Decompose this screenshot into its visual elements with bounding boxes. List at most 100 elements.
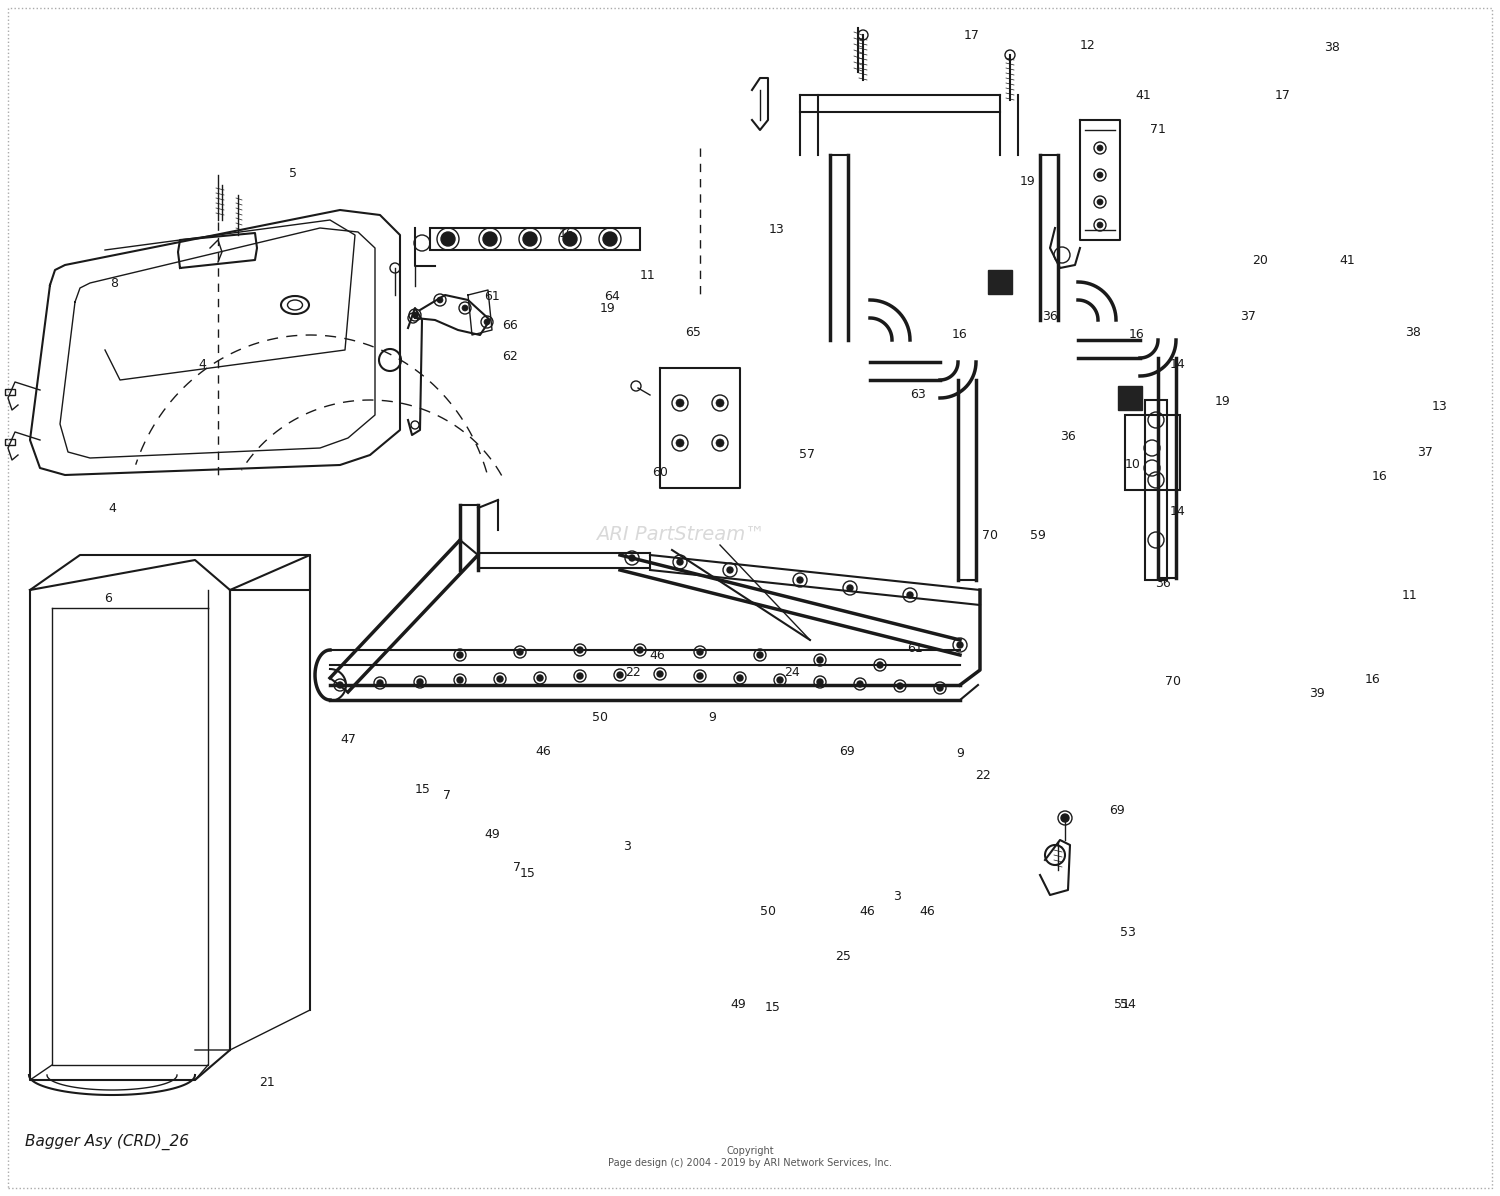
Text: 38: 38 — [1406, 327, 1420, 338]
Circle shape — [458, 652, 464, 658]
Circle shape — [716, 439, 724, 447]
Text: 9: 9 — [956, 748, 964, 759]
Circle shape — [676, 439, 684, 447]
Text: 9: 9 — [708, 712, 717, 724]
Text: 19: 19 — [1215, 396, 1230, 408]
Circle shape — [1096, 145, 1102, 151]
Circle shape — [796, 576, 802, 582]
Text: 37: 37 — [1240, 311, 1256, 323]
Text: 17: 17 — [1275, 90, 1290, 102]
Bar — [430, 228, 640, 250]
Text: 66: 66 — [503, 319, 518, 331]
Circle shape — [562, 232, 578, 246]
Circle shape — [736, 675, 742, 681]
Text: 41: 41 — [1136, 90, 1150, 102]
Circle shape — [1096, 222, 1102, 228]
Text: 36: 36 — [1060, 431, 1076, 443]
Text: 6: 6 — [104, 592, 112, 604]
Circle shape — [376, 681, 382, 687]
Text: Copyright
Page design (c) 2004 - 2019 by ARI Network Services, Inc.: Copyright Page design (c) 2004 - 2019 by… — [608, 1147, 892, 1168]
Text: 61: 61 — [908, 642, 922, 654]
Bar — [988, 270, 1012, 294]
Text: 15: 15 — [520, 867, 536, 879]
Text: 53: 53 — [1120, 927, 1136, 939]
Text: 57: 57 — [800, 448, 814, 460]
Circle shape — [856, 681, 862, 687]
Circle shape — [818, 679, 824, 685]
Text: 63: 63 — [910, 389, 926, 401]
Text: 70: 70 — [982, 530, 998, 542]
Text: 38: 38 — [1324, 42, 1340, 54]
Circle shape — [908, 592, 914, 598]
Circle shape — [847, 585, 853, 591]
Text: 50: 50 — [592, 712, 608, 724]
Text: 36: 36 — [1042, 311, 1058, 323]
Text: 3: 3 — [622, 841, 632, 853]
Circle shape — [413, 312, 419, 318]
Circle shape — [436, 297, 442, 303]
Text: 15: 15 — [416, 783, 430, 795]
Circle shape — [716, 399, 724, 407]
Text: 61: 61 — [484, 291, 500, 303]
Circle shape — [676, 399, 684, 407]
Circle shape — [638, 647, 644, 653]
Text: 65: 65 — [686, 327, 700, 338]
Text: 15: 15 — [765, 1001, 780, 1013]
Circle shape — [578, 647, 584, 653]
Text: 12: 12 — [1080, 39, 1095, 51]
Circle shape — [616, 672, 622, 678]
Text: 37: 37 — [1418, 446, 1432, 458]
Circle shape — [676, 559, 682, 565]
Text: 69: 69 — [840, 745, 855, 757]
Text: 49: 49 — [484, 829, 500, 841]
Circle shape — [957, 642, 963, 648]
Text: 60: 60 — [652, 466, 668, 478]
Circle shape — [441, 232, 454, 246]
Circle shape — [897, 683, 903, 689]
Text: 51: 51 — [1114, 999, 1130, 1011]
Circle shape — [698, 649, 703, 655]
Text: 47: 47 — [340, 733, 356, 745]
Circle shape — [578, 673, 584, 679]
Text: 7: 7 — [442, 789, 452, 801]
Text: 16: 16 — [952, 329, 968, 341]
Circle shape — [518, 649, 524, 655]
Text: 19: 19 — [1020, 176, 1035, 188]
Circle shape — [417, 679, 423, 685]
Text: 59: 59 — [1030, 530, 1045, 542]
Text: 11: 11 — [1402, 590, 1417, 602]
Text: 10: 10 — [1125, 458, 1140, 470]
Text: 11: 11 — [640, 269, 656, 281]
Text: 41: 41 — [1340, 255, 1354, 267]
Text: 62: 62 — [503, 350, 518, 362]
Text: 16: 16 — [1365, 673, 1380, 685]
Text: Bagger Asy (CRD)_26: Bagger Asy (CRD)_26 — [26, 1134, 189, 1151]
Text: 4: 4 — [198, 359, 207, 371]
Text: 54: 54 — [1120, 999, 1136, 1011]
Text: 13: 13 — [770, 224, 784, 236]
Circle shape — [338, 682, 344, 688]
Text: 71: 71 — [1150, 123, 1166, 135]
Text: 70: 70 — [1166, 676, 1180, 688]
Circle shape — [698, 673, 703, 679]
Text: 36: 36 — [1155, 578, 1170, 590]
Text: 25: 25 — [836, 951, 850, 963]
Text: 14: 14 — [1170, 359, 1185, 371]
Text: 64: 64 — [604, 291, 619, 303]
Circle shape — [628, 555, 634, 561]
Circle shape — [1060, 814, 1070, 822]
Text: 46: 46 — [650, 649, 664, 661]
Circle shape — [484, 319, 490, 325]
Circle shape — [938, 685, 944, 691]
Bar — [4, 439, 15, 445]
Text: 4: 4 — [108, 502, 117, 514]
Circle shape — [1096, 172, 1102, 178]
Circle shape — [496, 676, 502, 682]
Text: 21: 21 — [260, 1076, 274, 1088]
Text: 3: 3 — [892, 891, 902, 903]
Text: 7: 7 — [513, 861, 522, 873]
Circle shape — [462, 305, 468, 311]
Text: 13: 13 — [1432, 401, 1448, 413]
Text: 39: 39 — [1310, 688, 1324, 700]
Text: 14: 14 — [1170, 506, 1185, 518]
